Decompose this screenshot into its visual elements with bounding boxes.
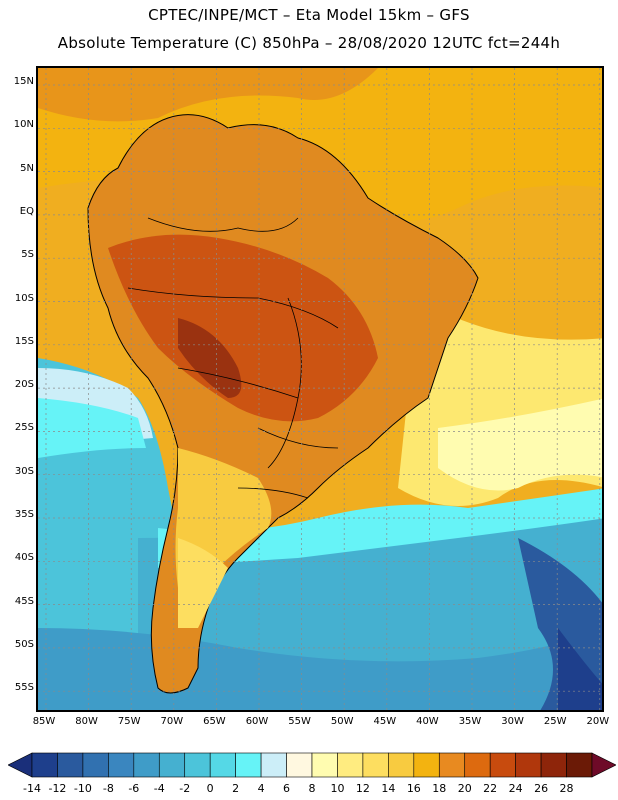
colorbar-tick-label: 6 <box>283 782 291 795</box>
colorbar-swatch <box>133 752 160 778</box>
lat-label: 5S <box>21 249 34 261</box>
title-line-1: CPTEC/INPE/MCT – Eta Model 15km – GFS <box>148 6 470 24</box>
colorbar-tick-label: 4 <box>257 782 265 795</box>
colorbar-tick-label: 28 <box>559 782 574 795</box>
colorbar-swatch <box>311 752 338 778</box>
lon-label: 85W <box>32 716 56 727</box>
colorbar-swatch <box>413 752 440 778</box>
colorbar-swatch <box>464 752 491 778</box>
colorbar-tick-label: -8 <box>102 782 114 795</box>
lat-label: 30S <box>14 465 34 477</box>
lat-label: 25S <box>14 422 34 434</box>
lon-label: 45W <box>373 716 397 727</box>
colorbar-tick-label: -12 <box>48 782 67 795</box>
colorbar-swatch <box>260 752 287 778</box>
lon-label: 30W <box>501 716 524 727</box>
lon-label: 60W <box>245 716 269 727</box>
colorbar-swatch <box>209 752 236 778</box>
colorbar-tick-label: 14 <box>381 782 396 795</box>
colorbar-tick-label: 24 <box>508 782 523 795</box>
colorbar-swatch <box>515 752 542 778</box>
lon-label: 25W <box>543 716 567 727</box>
colorbar-swatch <box>108 752 135 778</box>
lat-label: EQ <box>19 205 34 217</box>
border-north <box>147 217 299 232</box>
lat-label: 20S <box>14 379 34 391</box>
north-west-warm-band <box>38 68 378 122</box>
colorbar-swatch <box>388 752 415 778</box>
colorbar-swatch <box>286 752 313 778</box>
lon-label: 65W <box>203 716 226 727</box>
title-line-2: Absolute Temperature (C) 850hPa – 28/08/… <box>57 34 561 52</box>
lat-label: 55S <box>14 682 34 694</box>
border-uruguay <box>237 487 309 499</box>
lat-label: 10N <box>13 119 34 131</box>
border-bolivia <box>177 367 299 399</box>
lon-label: 40W <box>416 716 439 727</box>
colorbar-tick-label: -4 <box>153 782 165 795</box>
temperature-map <box>36 66 604 712</box>
colorbar-tick-label: 2 <box>232 782 240 795</box>
colorbar-swatch <box>566 752 593 778</box>
patagonia-yellow <box>178 538 228 628</box>
hottest-core <box>178 318 242 398</box>
colorbar-tick-label: 16 <box>406 782 421 795</box>
border-brazil-west <box>267 297 302 469</box>
lat-label: 15S <box>14 335 34 347</box>
lon-label: 20W <box>586 716 610 727</box>
lon-label: 55W <box>288 716 311 727</box>
lon-label: 75W <box>117 716 141 727</box>
border-paraguay <box>257 427 339 449</box>
colorbar-tick-label: 20 <box>457 782 472 795</box>
colorbar-tick-label: 8 <box>308 782 316 795</box>
south-east-coldest <box>558 628 602 710</box>
colorbar-swatch <box>362 752 389 778</box>
map-canvas <box>38 68 602 710</box>
border-amazon <box>127 287 339 329</box>
lat-label: 10S <box>14 292 34 304</box>
colorbar-swatch <box>438 752 466 778</box>
colorbar-tick-label: -2 <box>179 782 191 795</box>
colorbar-swatch <box>540 752 567 778</box>
colorbar-swatch <box>82 752 109 778</box>
colorbar-low-arrow <box>8 752 33 778</box>
lat-label: 5N <box>20 162 34 174</box>
colorbar-high-arrow <box>591 752 616 778</box>
colorbar-tick-label: 26 <box>534 782 549 795</box>
colorbar-tick-label: 22 <box>483 782 498 795</box>
colorbar-swatch <box>489 752 516 778</box>
interior-hot-region <box>108 234 378 422</box>
pacific-cyan-band <box>38 398 146 458</box>
colorbar-tick-label: -10 <box>73 782 92 795</box>
colorbar-swatch <box>57 752 84 778</box>
colorbar-swatch <box>337 752 364 778</box>
colorbar-tick-label: 18 <box>432 782 447 795</box>
lon-label: 35W <box>458 716 482 727</box>
southern-cyan-band <box>158 488 602 568</box>
lat-label: 35S <box>14 509 34 520</box>
colorbar-tick-label: -14 <box>23 782 41 795</box>
lon-label: 70W <box>160 716 184 727</box>
colorbar-swatch <box>184 752 211 778</box>
lon-label: 80W <box>75 716 98 727</box>
lon-label: 50W <box>330 716 354 727</box>
lat-label: 40S <box>14 552 34 564</box>
lat-label: 50S <box>14 638 34 650</box>
colorbar-tick-label: 12 <box>355 782 370 795</box>
colorbar-swatch <box>158 752 186 778</box>
lat-label: 45S <box>14 595 34 607</box>
colorbar-tick-label: 10 <box>330 782 345 795</box>
colorbar-swatch <box>235 752 262 778</box>
country-borders <box>127 217 339 499</box>
colorbar-tick-label: -6 <box>128 782 140 795</box>
lat-label: 15N <box>13 76 34 87</box>
colorbar-swatch <box>31 752 58 778</box>
colorbar-tick-label: 0 <box>206 782 214 795</box>
atlantic-light-band <box>438 398 602 491</box>
colorbar <box>8 752 616 778</box>
